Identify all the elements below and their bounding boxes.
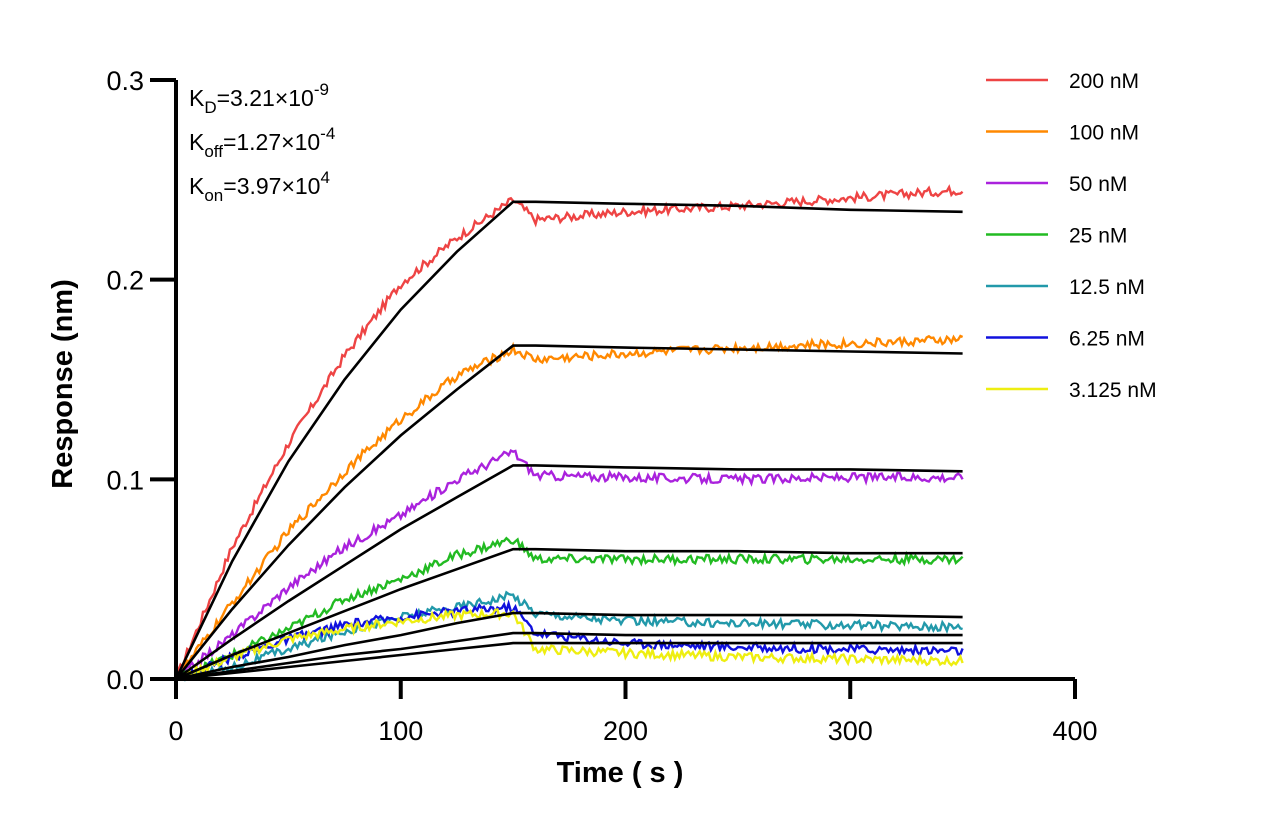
x-tick-label: 400 — [1052, 716, 1097, 746]
y-tick-label: 0.0 — [106, 665, 144, 695]
x-axis-title: Time ( s ) — [557, 757, 684, 789]
series-line-200-nM — [174, 184, 964, 680]
series-line-12-5-nM — [175, 590, 963, 682]
fit-line-3-125-nM — [175, 641, 963, 681]
legend-label: 100 nM — [1069, 122, 1139, 145]
x-tick-label: 100 — [378, 716, 423, 746]
y-axis-title: Response (nm) — [47, 279, 79, 488]
legend-label: 12.5 nM — [1069, 276, 1145, 299]
series-line-100-nM — [176, 334, 964, 681]
y-tick-label: 0.1 — [106, 465, 144, 495]
legend-label: 50 nM — [1069, 173, 1127, 196]
legend: 200 nM 100 nM 50 nM 25 nM 12.5 nM 6.25 nM 3.12… — [986, 70, 1157, 402]
x-tick-label: 200 — [603, 716, 648, 746]
legend-label: 200 nM — [1069, 70, 1139, 93]
legend-label: 3.125 nM — [1069, 379, 1157, 402]
fit-line-12-5-nM — [175, 611, 963, 681]
y-tick-label: 0.2 — [106, 266, 144, 296]
x-tick-label: 0 — [168, 716, 183, 746]
kinetic-annotation: Kon=3.97×104 — [189, 168, 330, 205]
legend-label: 25 nM — [1069, 225, 1127, 248]
kinetic-annotation: KD=3.21×10-9 — [189, 80, 329, 117]
fit-layer — [174, 200, 963, 681]
kinetic-annotation: Koff=1.27×10-4 — [189, 124, 335, 161]
legend-label: 6.25 nM — [1069, 328, 1145, 351]
axes-layer: 0 100 200 300 400 0.0 0.1 0.2 0.3 — [106, 66, 1097, 746]
series-line-25-nM — [175, 536, 964, 681]
fit-line-50-nM — [175, 464, 963, 681]
y-tick-label: 0.3 — [106, 66, 144, 96]
series-line-50-nM — [175, 448, 964, 681]
fit-line-100-nM — [174, 344, 963, 680]
fit-line-200-nM — [174, 200, 963, 680]
x-tick-label: 300 — [828, 716, 873, 746]
fit-line-6-25-nM — [175, 631, 963, 681]
annotations: KD=3.21×10-9 Koff=1.27×10-4 Kon=3.97×104 — [189, 80, 335, 205]
series-line-3-125-nM — [176, 607, 964, 681]
series-layer — [174, 184, 964, 682]
fit-line-25-nM — [175, 547, 963, 681]
